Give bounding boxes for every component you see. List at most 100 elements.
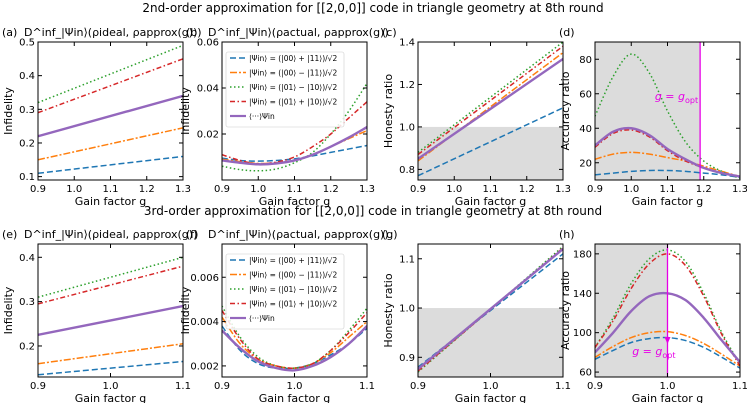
legend-entry-5: ⟨···⟩Ψin [249,112,275,121]
legend-entry-1: |Ψin⟩ = (|00⟩ + |11⟩)/√2 [249,54,337,63]
x-tick-label: 1.2 [696,184,712,195]
annotation-text: g = g [655,90,685,103]
panel-label: (e) [2,228,17,241]
series-line-4 [38,58,183,114]
x-tick-label: 0.9 [587,184,603,195]
y-tick-label: 0.002 [190,361,219,372]
panel-g: 0.9 1.0 1.1 0.9 1.0 1.1 Gain factor g Honesty r… [382,228,571,403]
x-tick-label: 1.2 [519,184,535,195]
y-tick-label: 0.1 [19,172,35,183]
x-tick-label: 1.3 [555,184,571,195]
series-line-5 [418,57,563,160]
series-line-4 [222,310,367,369]
y-axis-label: Infidelity [2,286,15,334]
y-tick-label: 0.3 [19,297,35,308]
series-group [222,305,367,372]
y-tick-label: 0.2 [19,341,35,352]
series-group [38,44,183,175]
y-tick-label: 0.006 [190,273,219,284]
series-group [595,53,740,179]
panel-label: (b) [186,26,202,39]
annotation-subscript: opt [662,351,675,360]
x-axis-label: Gain factor g [455,392,527,403]
series-line-5 [418,248,563,371]
x-tick-label: 1.1 [175,381,191,392]
x-axis-label: Gain factor g [455,195,527,208]
optimal-gain-label: g = gopt [655,90,698,105]
y-tick-label: 0.8 [399,165,415,176]
series-line-2 [222,316,367,369]
y-tick-label: 0.04 [197,84,219,95]
series-line-3 [38,44,183,104]
y-tick-label: 80 [579,55,592,66]
series-line-1 [222,144,367,162]
series-line-4 [595,129,740,178]
x-tick-label: 1.1 [732,381,747,392]
series-group [38,256,183,376]
x-tick-label: 1.1 [287,184,303,195]
y-axis-label: Accuracy ratio [559,271,572,350]
series-line-5 [595,126,740,178]
series-line-4 [418,45,563,156]
x-tick-label: 1.1 [660,184,676,195]
panel-title: D^inf_|Ψin⟩(ρideal, ρapprox(g)) [24,228,197,241]
series-line-5 [38,304,183,337]
y-axis-label: Accuracy ratio [559,71,572,150]
y-tick-label: 0.4 [19,253,35,264]
x-tick-label: 1.0 [623,184,639,195]
axes-frame [37,41,184,181]
y-tick-label: 0.5 [19,38,35,49]
y-tick-label: 0.3 [19,105,35,116]
x-tick-label: 1.0 [483,381,499,392]
y-tick-label: 0.06 [197,38,219,49]
x-axis-label: Gain factor g [259,195,331,208]
panel-label: (f) [186,228,198,241]
legend-box [225,51,345,128]
y-tick-label: 20 [579,158,592,169]
x-tick-label: 1.3 [732,184,747,195]
panels: 0.9 1.0 1.1 1.2 1.3 0.1 0.2 0.3 0.4 0.5 Gain facto… [2,26,747,403]
x-tick-label: 1.2 [323,184,339,195]
y-axis-label: Infidelity [2,87,15,135]
y-tick-label: 1.4 [399,38,415,49]
x-tick-label: 0.9 [30,184,46,195]
series-line-1 [38,360,183,376]
shaded-region [418,308,563,377]
y-tick-label: 0.2 [19,138,35,149]
x-tick-label: 1.0 [287,381,303,392]
x-tick-label: 1.1 [555,381,571,392]
series-line-3 [38,256,183,298]
legend-entry-1: |Ψin⟩ = (|00⟩ + |11⟩)/√2 [249,256,337,265]
y-tick-label: 140 [573,289,592,300]
y-axis-label: Honesty ratio [382,273,395,347]
x-tick-label: 1.2 [139,184,155,195]
x-tick-label: 1.3 [359,184,375,195]
series-line-3 [222,305,367,369]
x-tick-label: 1.1 [103,184,119,195]
x-axis-label: Gain factor g [75,392,147,403]
x-tick-label: 1.0 [660,381,676,392]
x-axis-label: Gain factor g [75,195,147,208]
panel-a: 0.9 1.0 1.1 1.2 1.3 0.1 0.2 0.3 0.4 0.5 Gain facto… [2,26,197,208]
y-tick-label: 60 [579,89,592,100]
y-tick-label: 1.0 [399,122,415,133]
y-axis-label: Infidelity [179,87,192,135]
legend-entry-5: ⟨···⟩Ψin [249,314,275,323]
y-tick-label: 1.0 [399,304,415,315]
y-tick-label: 0.4 [19,71,35,82]
y-tick-label: 0.004 [190,317,219,328]
y-axis-label: Honesty ratio [382,74,395,148]
series-group [418,245,563,373]
series-line-1 [38,155,183,175]
x-axis-label: Gain factor g [632,195,704,208]
series-line-5 [222,325,367,372]
series-line-5 [222,126,367,166]
x-tick-label: 1.0 [66,184,82,195]
panel-label: (g) [382,228,398,241]
series-line-5 [38,94,183,138]
panel-e: 0.9 1.0 1.1 0.2 0.3 0.4 Gain factor g Infidelit… [2,228,197,403]
x-axis-label: Gain factor g [632,392,704,403]
y-tick-label: 0.02 [197,130,219,141]
y-tick-label: 60 [579,368,592,379]
shaded-region [418,126,563,180]
